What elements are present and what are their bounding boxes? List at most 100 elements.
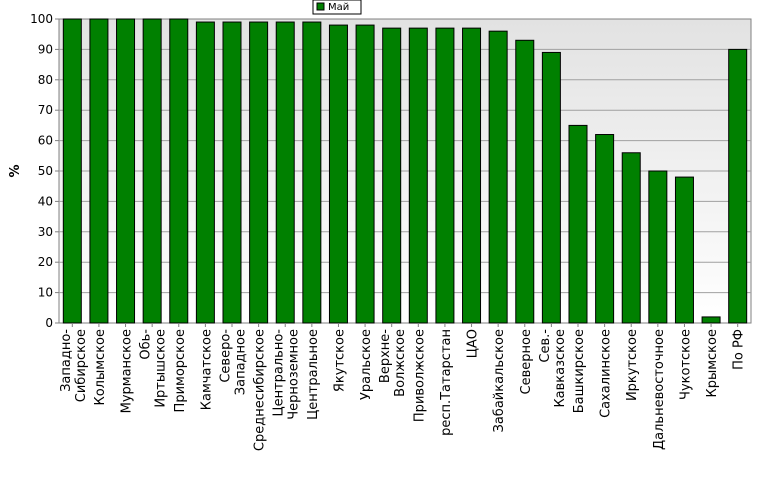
x-tick-label: респ.Татарстан — [439, 329, 454, 436]
x-tick-label-line: Сев.- — [538, 329, 553, 363]
x-tick-label-line: Черноземное — [287, 329, 302, 420]
x-tick-label: Уральское — [359, 329, 374, 400]
y-axis-ticks: 0 10 20 30 40 50 60 70 80 90 100 — [30, 12, 59, 330]
x-tick-label-line: Приморское — [173, 329, 188, 412]
x-tick-label-line: Забайкальское — [492, 329, 507, 432]
bar[interactable] — [515, 39, 535, 324]
x-tick-label-line: Иртышское — [154, 329, 169, 408]
y-tick-label: 70 — [38, 103, 53, 117]
bar[interactable] — [595, 134, 615, 324]
x-tick-label: Камчатское — [199, 329, 214, 410]
y-tick-label: 40 — [38, 194, 53, 208]
x-tick-label-line: Волжское — [393, 329, 408, 397]
x-tick-label-line: По РФ — [732, 329, 747, 370]
y-tick-label: 60 — [38, 134, 53, 148]
x-tick-label-line: ЦАО — [466, 329, 481, 358]
x-tick-label-line: Северное — [519, 329, 534, 394]
x-tick-label-line: Верхне- — [378, 329, 393, 383]
bar[interactable] — [62, 18, 82, 324]
x-tick-label-line: Среднесибирское — [253, 329, 268, 451]
bar[interactable] — [222, 21, 242, 324]
y-tick-label: 100 — [30, 12, 53, 26]
x-tick-label-line: респ.Татарстан — [439, 329, 454, 436]
y-tick-label: 80 — [38, 73, 53, 87]
x-tick-label: Западно- Сибирское — [59, 329, 89, 403]
x-tick-label-line: Якутское — [332, 329, 347, 392]
x-tick-label-line: Приволжское — [412, 329, 427, 422]
bar[interactable] — [249, 21, 269, 324]
x-tick-label-line: Уральское — [359, 329, 374, 400]
bar[interactable] — [728, 48, 748, 324]
bar[interactable] — [621, 152, 641, 324]
bar[interactable] — [169, 18, 189, 324]
y-tick-label: 10 — [38, 286, 53, 300]
x-tick-label: Центральное — [306, 329, 321, 420]
x-tick-label-line: Дальневосточное — [652, 329, 667, 450]
bar[interactable] — [701, 316, 721, 324]
bars — [62, 18, 748, 324]
x-tick-label: Верхне- Волжское — [378, 329, 408, 397]
x-tick-label: Обь- Иртышское — [139, 329, 169, 408]
bar[interactable] — [328, 24, 348, 324]
x-tick-label: Северо- Западное — [219, 329, 249, 396]
x-tick-label: Дальневосточное — [652, 329, 667, 450]
bar[interactable] — [462, 27, 482, 324]
x-tick-label: ЦАО — [466, 329, 481, 358]
x-tick-label: Приволжское — [412, 329, 427, 422]
x-tick-label: Мурманское — [120, 329, 135, 413]
x-tick-label-line: Кавказское — [553, 329, 568, 408]
x-tick-label: По РФ — [732, 329, 747, 370]
legend-label: Май — [328, 2, 349, 13]
bar[interactable] — [116, 18, 136, 324]
x-tick-label: Крымское — [705, 329, 720, 398]
bar[interactable] — [355, 24, 375, 324]
x-tick-label-line: Сахалинское — [599, 329, 614, 418]
x-tick-label: Центрально- Черноземное — [272, 329, 302, 420]
legend-swatch — [316, 2, 325, 11]
x-tick-label: Якутское — [332, 329, 347, 392]
x-tick-label-line: Сибирское — [74, 329, 89, 402]
x-tick-label-line: Чукотское — [678, 329, 693, 400]
x-tick-label-line: Центральное — [306, 329, 321, 420]
bar[interactable] — [275, 21, 295, 324]
bar[interactable] — [382, 27, 402, 324]
x-tick-label: Приморское — [173, 329, 188, 412]
bar[interactable] — [435, 27, 455, 324]
bar[interactable] — [302, 21, 322, 324]
bar[interactable] — [195, 21, 215, 324]
x-tick-label-line: Колымское — [93, 329, 108, 406]
x-tick-label: Колымское — [93, 329, 108, 406]
x-tick-label: Сахалинское — [599, 329, 614, 418]
y-tick-label: 0 — [45, 316, 53, 330]
y-tick-label: 50 — [38, 164, 53, 178]
x-tick-label: Иркутское — [625, 329, 640, 401]
x-tick-label: Сев.- Кавказское — [538, 329, 568, 408]
x-tick-label-line: Северо- — [219, 329, 234, 383]
y-tick-label: 90 — [38, 42, 53, 56]
bar[interactable] — [142, 18, 162, 324]
x-tick-label-line: Западно- — [59, 329, 74, 392]
bar[interactable] — [568, 124, 588, 324]
x-tick-label: Забайкальское — [492, 329, 507, 432]
bar[interactable] — [89, 18, 109, 324]
x-tick-label-line: Обь- — [139, 329, 154, 360]
x-tick-label: Среднесибирское — [253, 329, 268, 451]
bar[interactable] — [674, 176, 694, 324]
x-tick-label-line: Мурманское — [120, 329, 135, 413]
x-tick-label-line: Камчатское — [199, 329, 214, 410]
y-tick-label: 30 — [38, 225, 53, 239]
legend-box — [312, 0, 362, 15]
legend[interactable]: Май — [312, 0, 362, 15]
x-tick-label: Башкирское — [572, 329, 587, 413]
x-tick-label-line: Башкирское — [572, 329, 587, 413]
x-tick-label-line: Западное — [234, 329, 249, 395]
bar[interactable] — [541, 51, 561, 324]
bar[interactable] — [408, 27, 428, 324]
bar[interactable] — [488, 30, 508, 324]
x-tick-label-line: Иркутское — [625, 329, 640, 401]
bar[interactable] — [648, 170, 668, 324]
y-tick-label: 20 — [38, 255, 53, 269]
x-tick-label-line: Центрально- — [272, 329, 287, 417]
x-tick-label-line: Крымское — [705, 329, 720, 398]
